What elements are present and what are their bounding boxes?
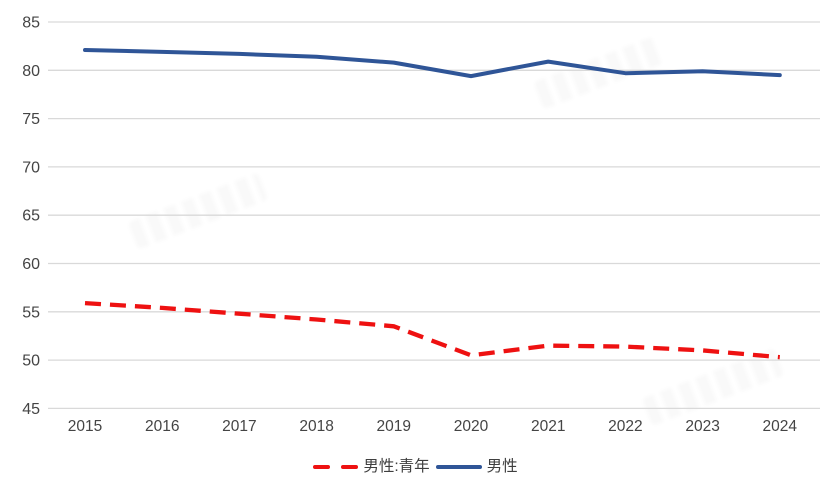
y-axis-label-45: 45 [22, 401, 40, 418]
dash-segment [341, 464, 359, 470]
x-axis-label-2019: 2019 [377, 418, 411, 435]
series-line-0 [84, 300, 780, 360]
y-axis-label-50: 50 [22, 353, 40, 370]
x-axis-label-2017: 2017 [222, 418, 256, 435]
dash-segment [313, 464, 331, 470]
y-axis-label-85: 85 [22, 15, 40, 32]
y-axis-label-65: 65 [22, 208, 40, 225]
x-axis-label-2021: 2021 [531, 418, 565, 435]
legend-item-male: 男性 [435, 458, 518, 476]
x-axis-label-2024: 2024 [763, 418, 798, 435]
y-axis-label-80: 80 [22, 63, 40, 80]
x-axis-label-2015: 2015 [68, 418, 102, 435]
chart-legend: 男性:青年 男性 [0, 454, 831, 480]
x-axis-label-2016: 2016 [145, 418, 179, 435]
y-axis-label-55: 55 [22, 304, 40, 321]
y-axis-label-60: 60 [22, 256, 40, 273]
y-axis-label-75: 75 [22, 111, 40, 128]
x-axis-label-2020: 2020 [454, 418, 489, 435]
y-axis-label-70: 70 [22, 159, 40, 176]
x-axis-label-2022: 2022 [608, 418, 642, 435]
x-axis-label-2018: 2018 [299, 418, 333, 435]
legend-item-male-youth: 男性:青年 [313, 458, 430, 476]
legend-label-male: 男性 [486, 458, 518, 476]
legend-swatch-solid-blue [435, 464, 482, 470]
series-line-1 [83, 48, 782, 79]
legend-label-male-youth: 男性:青年 [363, 458, 430, 476]
legend-swatch-dashed-red [313, 464, 359, 470]
x-axis-label-2023: 2023 [685, 418, 719, 435]
